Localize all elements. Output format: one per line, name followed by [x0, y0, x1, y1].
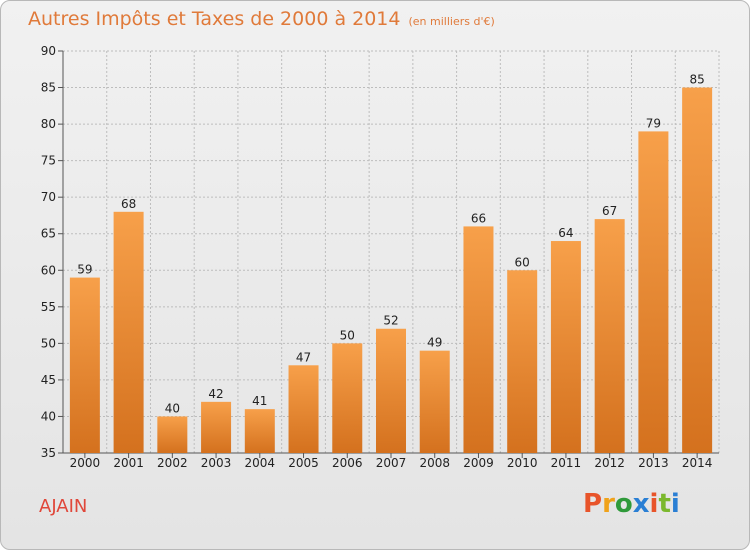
- x-tick-label: 2006: [332, 456, 363, 470]
- data-label-2007: 52: [383, 314, 398, 328]
- bar-2002: [157, 416, 188, 453]
- bar-2011: [550, 241, 581, 453]
- x-tick-label: 2004: [245, 456, 276, 470]
- y-tick-label: 75: [41, 154, 56, 168]
- logo-letter: P: [583, 489, 603, 519]
- y-tick-label: 40: [41, 409, 56, 423]
- bar-2006: [332, 343, 363, 453]
- y-tick-label: 35: [41, 446, 56, 460]
- data-label-2010: 60: [515, 255, 530, 269]
- y-tick-label: 45: [41, 373, 56, 387]
- bar-2000: [69, 277, 100, 453]
- y-tick-label: 50: [41, 336, 56, 350]
- y-tick-label: 90: [41, 44, 56, 58]
- bar-2014: [682, 87, 713, 453]
- x-tick-label: 2001: [113, 456, 144, 470]
- bar-2001: [113, 211, 144, 453]
- x-tick-label: 2009: [463, 456, 494, 470]
- data-label-2009: 66: [471, 211, 486, 225]
- x-tick-label: 2010: [507, 456, 538, 470]
- x-tick-label: 2014: [682, 456, 713, 470]
- logo-letter: i: [670, 489, 680, 519]
- chart-title-main: Autres Impôts et Taxes de 2000 à 2014: [28, 8, 401, 30]
- data-label-2011: 64: [558, 226, 573, 240]
- data-label-2001: 68: [121, 197, 136, 211]
- y-tick-label: 80: [41, 117, 56, 131]
- x-tick-label: 2002: [157, 456, 188, 470]
- x-tick-label: 2005: [288, 456, 319, 470]
- bar-2008: [419, 350, 450, 453]
- bar-2009: [463, 226, 494, 453]
- logo-letter: x: [632, 489, 650, 519]
- y-tick-label: 85: [41, 81, 56, 95]
- bar-2004: [244, 409, 275, 453]
- bars: [69, 87, 713, 453]
- data-label-2005: 47: [296, 350, 311, 364]
- bar-2010: [507, 270, 538, 453]
- data-label-2002: 40: [165, 401, 180, 415]
- data-label-2014: 85: [689, 73, 704, 87]
- data-label-2008: 49: [427, 336, 442, 350]
- x-tick-label: 2013: [638, 456, 669, 470]
- chart-title-unit: (en milliers d'€): [408, 15, 495, 28]
- logo-letter: t: [658, 489, 671, 519]
- y-tick-label: 55: [41, 300, 56, 314]
- x-tick-label: 2008: [419, 456, 450, 470]
- data-label-2003: 42: [208, 387, 223, 401]
- bar-2013: [638, 131, 669, 453]
- bar-2005: [288, 365, 319, 453]
- x-tick-label: 2003: [201, 456, 232, 470]
- data-label-2006: 50: [340, 328, 355, 342]
- x-tick-label: 2011: [551, 456, 582, 470]
- bar-2007: [376, 328, 406, 453]
- logo-letter: i: [649, 489, 659, 519]
- x-tick-label: 2000: [70, 456, 101, 470]
- x-tick-label: 2012: [594, 456, 625, 470]
- data-labels: 59 68 40 42 41 47 50 52 49 66 60 64 67 79 85: [77, 73, 705, 416]
- data-label-2013: 79: [646, 116, 661, 130]
- x-tick-label: 2007: [376, 456, 407, 470]
- logo-letter: o: [614, 489, 633, 519]
- data-label-2004: 41: [252, 394, 267, 408]
- y-tick-label: 70: [41, 190, 56, 204]
- proxiti-logo: Proxiti: [583, 489, 680, 519]
- data-label-2000: 59: [77, 263, 92, 277]
- commune-name: AJAIN: [39, 496, 88, 517]
- logo-letter: r: [602, 489, 615, 519]
- y-tick-label: 65: [41, 227, 56, 241]
- data-label-2012: 67: [602, 204, 617, 218]
- chart-title: Autres Impôts et Taxes de 2000 à 2014 (en…: [28, 8, 495, 30]
- bar-2012: [594, 219, 625, 453]
- bar-2003: [201, 401, 232, 453]
- y-tick-label: 60: [41, 263, 56, 277]
